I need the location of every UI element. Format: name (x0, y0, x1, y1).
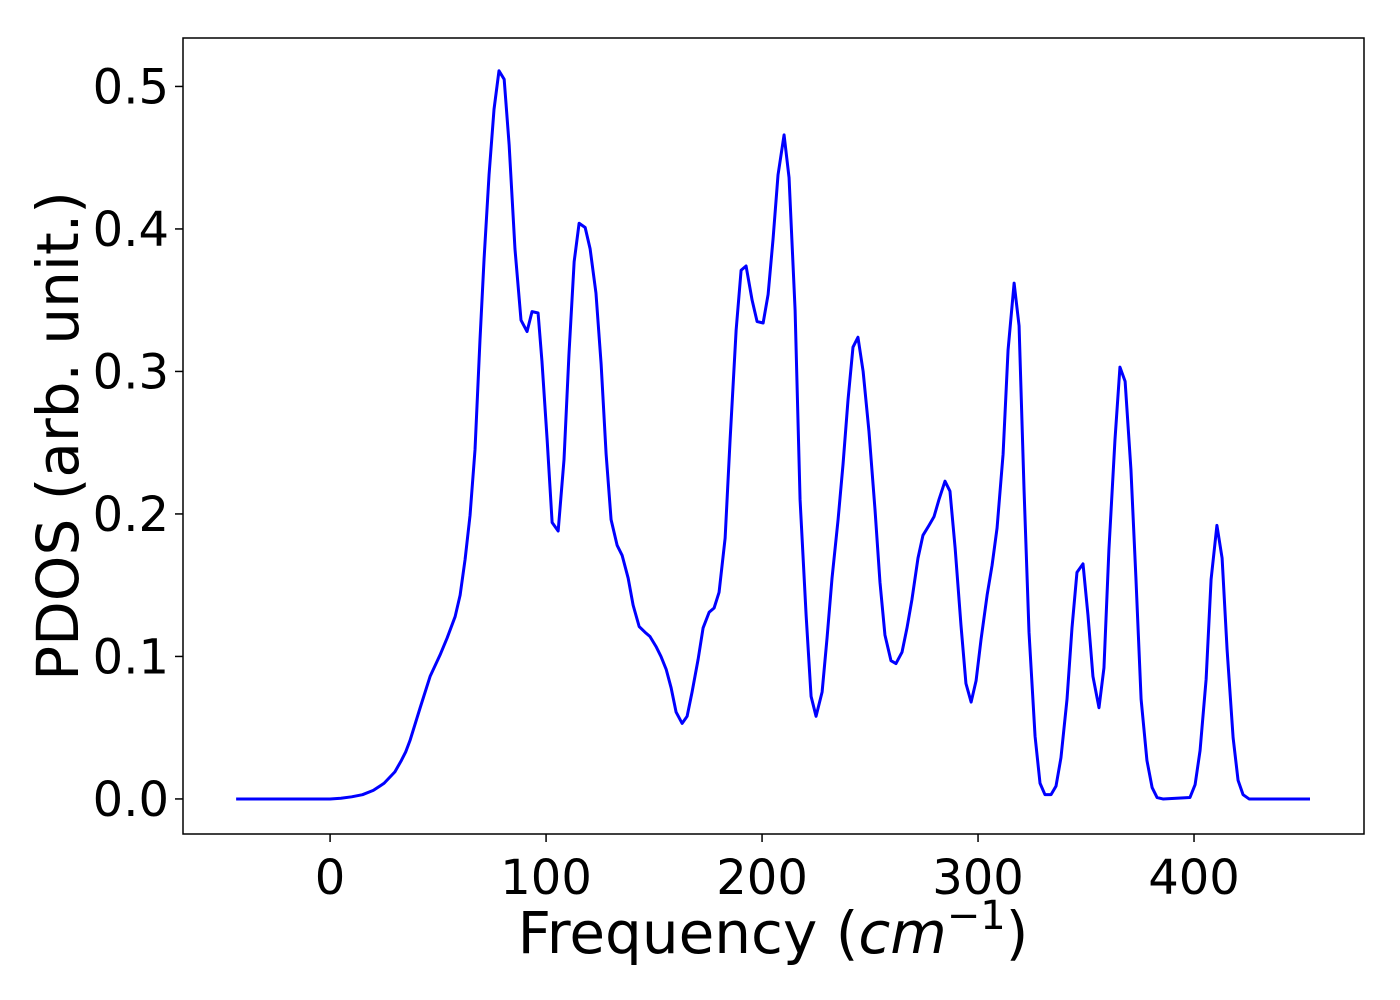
x-tick-label: 200 (716, 850, 808, 906)
y-tick-label: 0.2 (93, 487, 169, 543)
x-axis-label: Frequency (cm−1) (518, 893, 1029, 967)
x-label-sup: −1 (947, 893, 1006, 939)
y-tick-label: 0.3 (93, 344, 169, 400)
data-line (236, 69, 1310, 801)
x-tick-label: 400 (1148, 850, 1240, 906)
y-tick-label: 0.4 (93, 202, 169, 258)
x-tick-label: 300 (932, 850, 1024, 906)
x-tick-label: 100 (500, 850, 592, 906)
x-label-math: cm (858, 899, 946, 967)
y-axis-label: PDOS (arb. unit.) (24, 191, 92, 681)
x-label-text: Frequency ( (518, 899, 859, 967)
plot-frame (182, 37, 1365, 835)
y-tick-label: 0.1 (93, 629, 169, 685)
y-tick-label: 0.5 (93, 59, 169, 115)
y-tick-label: 0.0 (93, 772, 169, 828)
x-tick-label: 0 (315, 850, 346, 906)
x-label-text: ) (1006, 899, 1029, 967)
